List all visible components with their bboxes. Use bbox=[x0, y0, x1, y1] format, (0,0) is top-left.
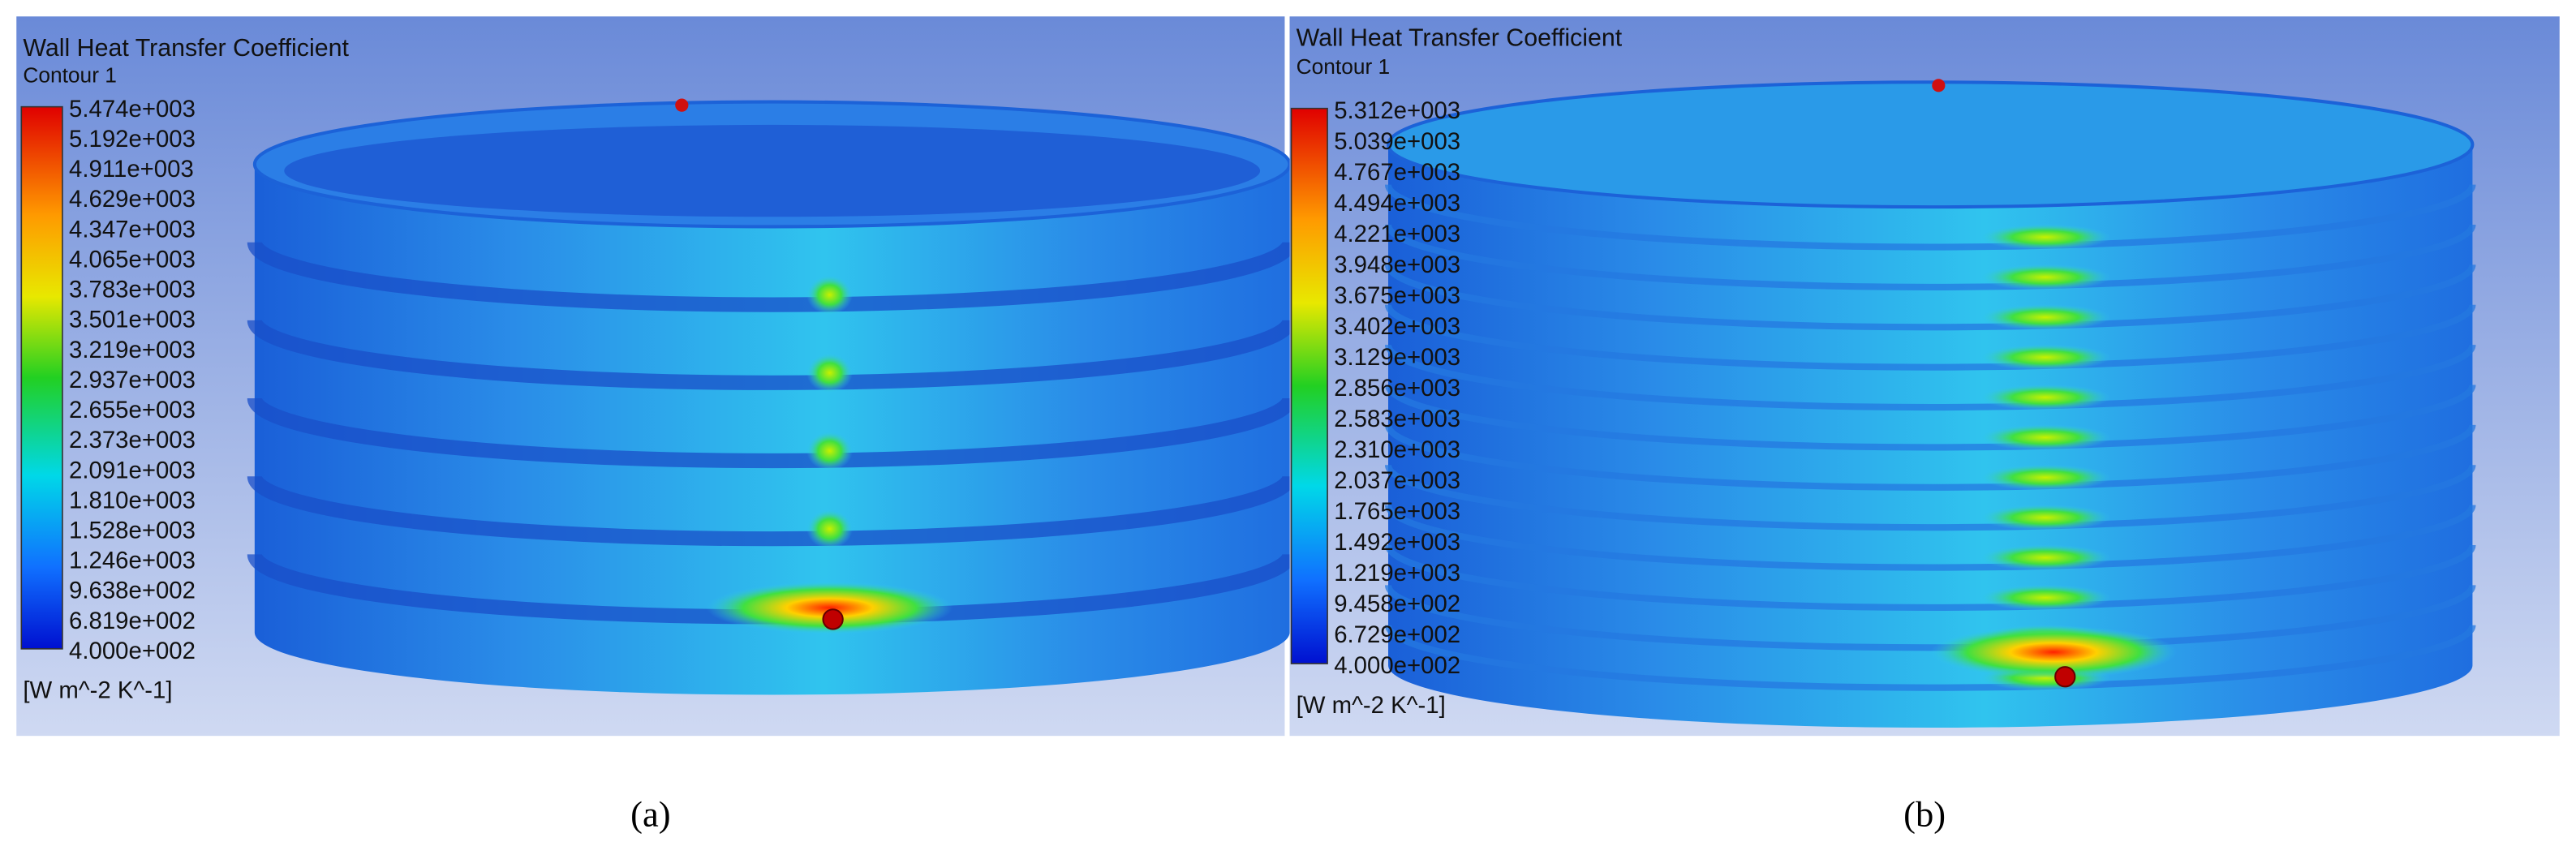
legend-label: 6.729e+002 bbox=[1334, 621, 1460, 648]
legend-label: 1.492e+003 bbox=[1334, 529, 1460, 556]
cylinder-band bbox=[1384, 184, 2476, 251]
warm-spot bbox=[1979, 264, 2111, 290]
legend-label: 4.494e+003 bbox=[1334, 190, 1460, 217]
legend-label: 3.402e+003 bbox=[1334, 313, 1460, 340]
legend-label: 4.629e+003 bbox=[69, 186, 196, 213]
legend-label: 3.129e+003 bbox=[1334, 344, 1460, 371]
subtitle: Contour 1 bbox=[23, 62, 117, 87]
warm-spot bbox=[1979, 544, 2111, 571]
warm-spot bbox=[806, 509, 853, 549]
unit-label: [W m^-2 K^-1] bbox=[1297, 692, 1446, 719]
cylinder-band bbox=[247, 475, 1297, 547]
cylinder-inner bbox=[284, 124, 1261, 217]
legend-label: 1.810e+003 bbox=[69, 487, 196, 513]
caption: (a) bbox=[630, 794, 670, 835]
legend-label: 4.221e+003 bbox=[1334, 221, 1460, 247]
cylinder-band bbox=[1384, 264, 2476, 331]
cylinder-body bbox=[1388, 144, 2473, 728]
title: Wall Heat Transfer Coefficient bbox=[23, 35, 349, 62]
legend-label: 5.192e+003 bbox=[69, 126, 196, 153]
hot-spot bbox=[1930, 625, 2177, 679]
inlet bbox=[822, 608, 844, 630]
cylinder-band bbox=[1384, 584, 2476, 651]
cylinder-band bbox=[1384, 464, 2476, 531]
legend-label: 3.948e+003 bbox=[1334, 251, 1460, 278]
legend-label: 1.219e+003 bbox=[1334, 560, 1460, 586]
warm-spot bbox=[806, 431, 853, 471]
warm-spot bbox=[806, 353, 853, 393]
warm-spot bbox=[1979, 344, 2111, 371]
legend-label: 1.528e+003 bbox=[69, 518, 196, 544]
warm-spot bbox=[1979, 303, 2111, 331]
outlet bbox=[675, 98, 689, 112]
cylinder-band bbox=[247, 241, 1297, 312]
legend-label: 4.000e+002 bbox=[1334, 652, 1460, 679]
cylinder-band bbox=[1384, 304, 2476, 371]
cylinder-band bbox=[1384, 505, 2476, 571]
legend-label: 2.937e+003 bbox=[69, 367, 196, 393]
warm-spot bbox=[1979, 224, 2111, 251]
legend-label: 2.373e+003 bbox=[69, 427, 196, 453]
cylinder-band bbox=[1384, 344, 2476, 411]
legend-label: 2.583e+003 bbox=[1334, 406, 1460, 432]
cylinder-band bbox=[247, 319, 1297, 390]
hot-spot bbox=[706, 581, 953, 634]
cylinder-band bbox=[1384, 385, 2476, 451]
legend-label: 2.310e+003 bbox=[1334, 436, 1460, 463]
outlet bbox=[1932, 79, 1946, 92]
legend-label: 9.638e+002 bbox=[69, 578, 196, 604]
legend-label: 3.219e+003 bbox=[69, 337, 196, 363]
warm-spot bbox=[806, 275, 853, 315]
warm-spot bbox=[1979, 384, 2111, 411]
legend-label: 2.091e+003 bbox=[69, 457, 196, 483]
caption: (b) bbox=[1903, 794, 1946, 835]
cylinder-band bbox=[1384, 224, 2476, 290]
legend-label: 3.675e+003 bbox=[1334, 282, 1460, 309]
legend-label: 4.065e+003 bbox=[69, 246, 196, 273]
warm-spot bbox=[1979, 424, 2111, 451]
warm-spot bbox=[1979, 584, 2111, 611]
legend-label: 1.246e+003 bbox=[69, 548, 196, 574]
cylinder-band bbox=[247, 397, 1297, 469]
color-bar bbox=[20, 105, 63, 650]
legend-label: 2.037e+003 bbox=[1334, 467, 1460, 494]
legend-label: 4.347e+003 bbox=[69, 216, 196, 243]
legend-label: 5.039e+003 bbox=[1334, 128, 1460, 155]
legend-label: 5.312e+003 bbox=[1334, 97, 1460, 124]
warm-spot bbox=[1979, 504, 2111, 531]
cylinder-band bbox=[1384, 424, 2476, 491]
inlet bbox=[2054, 666, 2076, 688]
warm-spot bbox=[1979, 464, 2111, 491]
legend-label: 1.765e+003 bbox=[1334, 498, 1460, 525]
subtitle: Contour 1 bbox=[1297, 54, 1391, 79]
color-bar bbox=[1290, 107, 1328, 664]
legend-label: 2.655e+003 bbox=[69, 397, 196, 423]
cylinder-band bbox=[1384, 544, 2476, 611]
cylinder-top bbox=[1386, 80, 2475, 209]
legend-label: 4.911e+003 bbox=[69, 156, 194, 183]
legend-label: 6.819e+002 bbox=[69, 608, 196, 634]
legend-label: 3.501e+003 bbox=[69, 307, 196, 333]
legend-label: 3.783e+003 bbox=[69, 277, 196, 303]
unit-label: [W m^-2 K^-1] bbox=[23, 677, 172, 704]
legend-label: 4.767e+003 bbox=[1334, 159, 1460, 186]
title: Wall Heat Transfer Coefficient bbox=[1297, 25, 1623, 52]
legend-label: 9.458e+002 bbox=[1334, 591, 1460, 617]
legend-label: 4.000e+002 bbox=[69, 638, 196, 664]
legend-label: 5.474e+003 bbox=[69, 96, 196, 122]
cylinder-band bbox=[1384, 625, 2476, 691]
legend-label: 2.856e+003 bbox=[1334, 375, 1460, 402]
